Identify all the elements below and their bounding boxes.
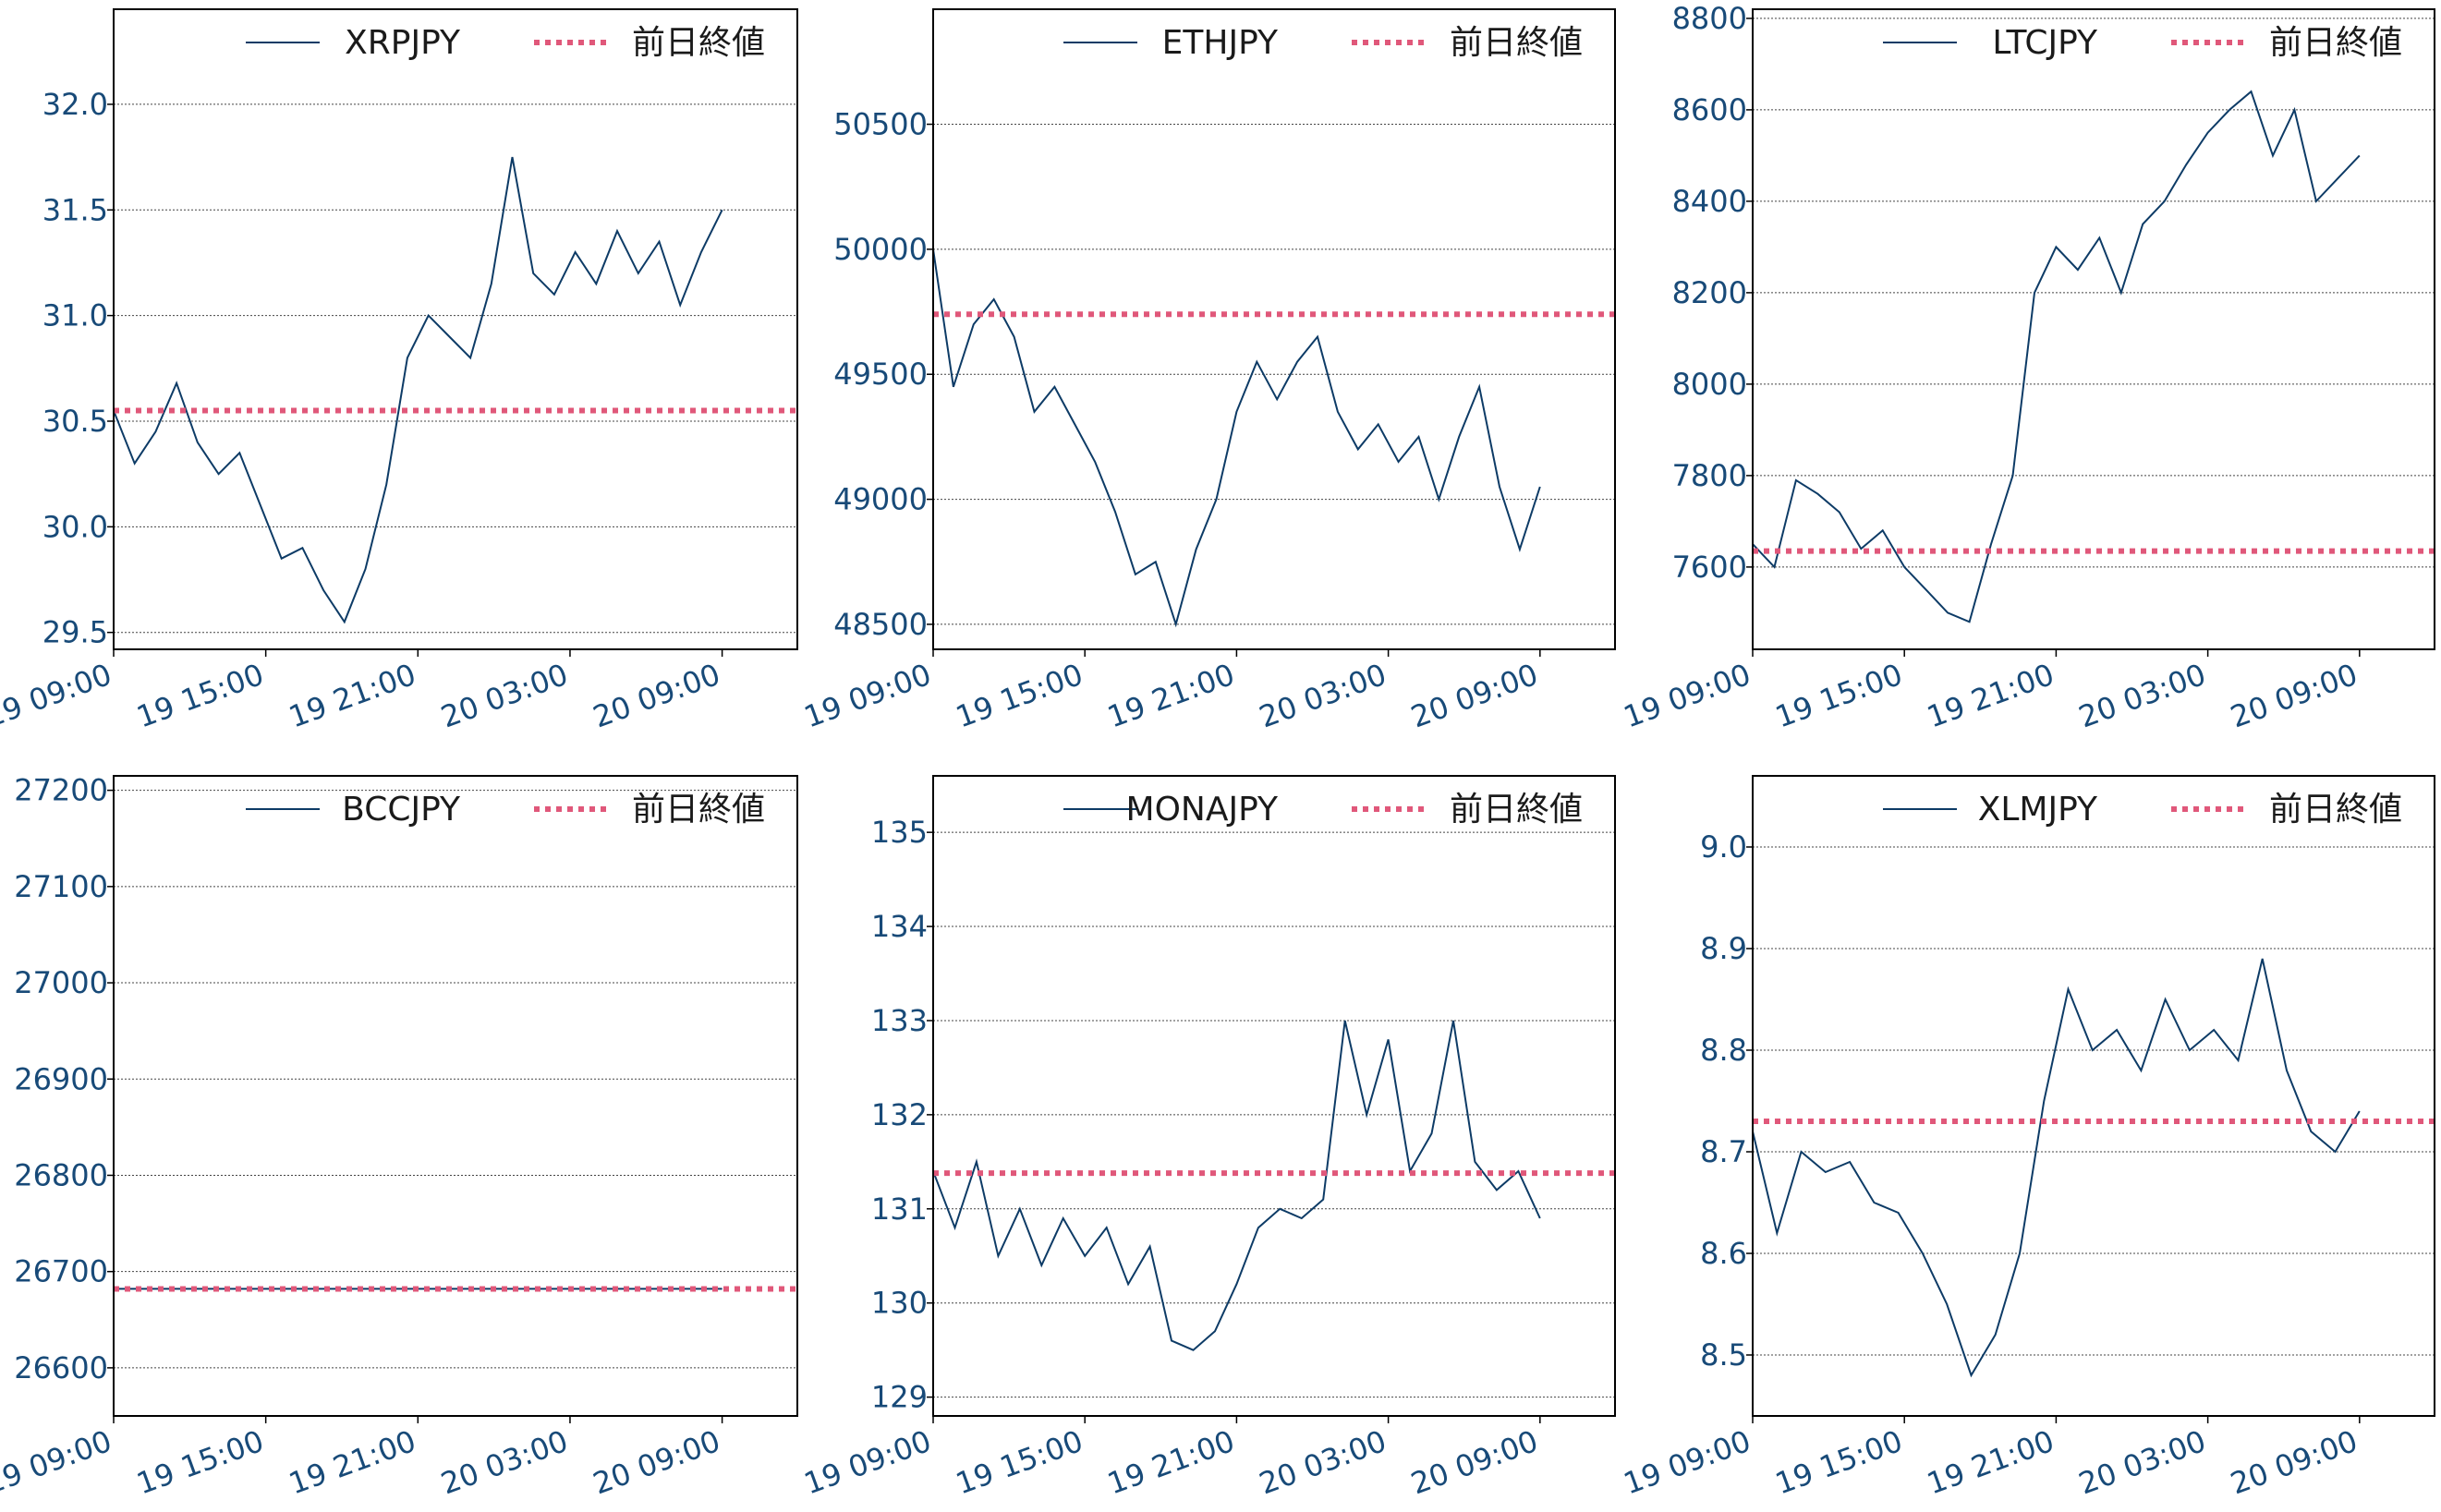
legend-label-reference: 前日終値 xyxy=(1450,791,1583,829)
x-tick-label: 19 15:00 xyxy=(1770,1423,1906,1502)
x-tick-label: 19 09:00 xyxy=(0,657,116,735)
legend-label-series: BCCJPY xyxy=(342,791,461,829)
x-tick-label: 19 09:00 xyxy=(1619,657,1755,735)
y-tick-label: 8.9 xyxy=(1700,931,1747,966)
y-tick-label: 50500 xyxy=(833,107,928,142)
series-line-ltcjpy xyxy=(1752,90,2361,623)
x-tick-label: 20 03:00 xyxy=(1255,1423,1391,1502)
y-tick-label: 8.5 xyxy=(1700,1337,1747,1373)
x-tick-label: 19 21:00 xyxy=(1923,1423,2058,1502)
y-tick-label: 7800 xyxy=(1672,458,1747,493)
legend-label-series: ETHJPY xyxy=(1162,24,1279,62)
y-tick-label: 132 xyxy=(871,1097,928,1132)
y-tick-label: 8000 xyxy=(1672,367,1747,402)
x-tick-label: 19 21:00 xyxy=(1103,657,1239,735)
x-tick-label: 19 21:00 xyxy=(285,657,420,735)
legend-label-reference: 前日終値 xyxy=(632,791,765,829)
series-line-xrpjpy xyxy=(113,156,723,624)
y-tick-label: 26600 xyxy=(14,1350,108,1385)
plot-frame xyxy=(1752,8,2435,650)
x-tick-label: 19 15:00 xyxy=(1770,657,1906,735)
y-tick-label: 130 xyxy=(871,1286,928,1321)
y-tick-label: 32.0 xyxy=(43,87,108,122)
x-tick-label: 19 09:00 xyxy=(0,1423,116,1502)
y-tick-label: 8600 xyxy=(1672,92,1747,127)
plot-frame xyxy=(932,775,1616,1417)
legend-label-series: MONAJPY xyxy=(1126,791,1279,829)
chart-panel-5: 129 130 131 132 133 134 135 19 09:00 19 15:00 19 … xyxy=(799,775,1616,1502)
plot-frame xyxy=(932,8,1616,650)
x-tick-label: 20 03:00 xyxy=(436,657,572,735)
y-tick-label: 49000 xyxy=(833,482,928,517)
y-tick-label: 31.0 xyxy=(43,298,108,333)
x-tick-label: 20 03:00 xyxy=(2074,657,2210,735)
y-tick-label: 30.0 xyxy=(43,509,108,544)
y-tick-label: 27100 xyxy=(14,869,108,904)
legend-label-series: XRPJPY xyxy=(345,24,461,62)
x-tick-label: 20 09:00 xyxy=(589,657,724,735)
x-tick-label: 19 21:00 xyxy=(1923,657,2058,735)
chart-panel-6: 8.5 8.6 8.7 8.8 8.9 9.0 19 09:00 19 15:00 19 21:… xyxy=(1619,775,2435,1502)
legend-label-reference: 前日終値 xyxy=(2269,791,2402,829)
x-tick-label: 19 09:00 xyxy=(799,657,935,735)
y-tick-label: 133 xyxy=(871,1003,928,1038)
y-tick-label: 48500 xyxy=(833,607,928,642)
plot-frame xyxy=(113,775,798,1417)
legend-label-series: XLMJPY xyxy=(1978,791,2098,829)
y-tick-label: 134 xyxy=(871,909,928,944)
y-tick-label: 7600 xyxy=(1672,550,1747,585)
x-tick-label: 20 03:00 xyxy=(1255,657,1391,735)
series-line-ethjpy xyxy=(932,248,1541,628)
y-tick-label: 29.5 xyxy=(43,615,108,650)
x-tick-label: 20 09:00 xyxy=(589,1423,724,1502)
y-tick-label: 27200 xyxy=(14,773,108,808)
plot-frame xyxy=(1752,775,2435,1417)
plot-frame xyxy=(113,8,798,650)
chart-panel-1: 29.5 30.0 30.5 31.0 31.5 32.0 19 09:00 19 15:00… xyxy=(0,8,798,735)
x-tick-label: 19 15:00 xyxy=(132,657,268,735)
x-tick-label: 19 15:00 xyxy=(951,657,1087,735)
series-line-monajpy xyxy=(932,1020,1541,1351)
x-tick-label: 19 09:00 xyxy=(799,1423,935,1502)
y-tick-label: 9.0 xyxy=(1700,829,1747,865)
y-tick-label: 131 xyxy=(871,1191,928,1227)
chart-panel-3: 7600 7800 8000 8200 8400 8600 8800 19 09:00 19 1… xyxy=(1619,1,2435,735)
x-tick-label: 20 03:00 xyxy=(436,1423,572,1502)
y-tick-label: 26700 xyxy=(14,1254,108,1289)
legend-label-reference: 前日終値 xyxy=(2269,24,2402,62)
y-tick-label: 8.8 xyxy=(1700,1033,1747,1068)
x-tick-label: 19 09:00 xyxy=(1619,1423,1755,1502)
chart-panel-4: 26600 26700 26800 26900 27000 27100 27200 19 09… xyxy=(0,773,798,1502)
legend-label-reference: 前日終値 xyxy=(632,24,765,62)
y-tick-label: 31.5 xyxy=(43,192,108,227)
y-tick-label: 26900 xyxy=(14,1061,108,1096)
y-tick-label: 26800 xyxy=(14,1157,108,1192)
series-line-xlmjpy xyxy=(1752,958,2361,1378)
x-tick-label: 20 09:00 xyxy=(1406,1423,1542,1502)
x-tick-label: 20 09:00 xyxy=(2226,1423,2362,1502)
legend-label-series: LTCJPY xyxy=(1992,24,2098,62)
y-tick-label: 8800 xyxy=(1672,1,1747,36)
x-tick-label: 20 09:00 xyxy=(1406,657,1542,735)
x-tick-label: 20 09:00 xyxy=(2226,657,2362,735)
y-tick-label: 8400 xyxy=(1672,184,1747,219)
y-tick-label: 135 xyxy=(871,815,928,850)
x-tick-label: 19 15:00 xyxy=(132,1423,268,1502)
y-tick-label: 8.6 xyxy=(1700,1236,1747,1271)
x-tick-label: 19 21:00 xyxy=(285,1423,420,1502)
x-tick-label: 20 03:00 xyxy=(2074,1423,2210,1502)
y-tick-label: 129 xyxy=(871,1380,928,1415)
y-tick-label: 49500 xyxy=(833,357,928,392)
y-tick-label: 50000 xyxy=(833,232,928,267)
x-tick-label: 19 21:00 xyxy=(1103,1423,1239,1502)
legend-label-reference: 前日終値 xyxy=(1450,24,1583,62)
chart-panel-2: 48500 49000 49500 50000 50500 19 09:00 19 15:0… xyxy=(799,8,1616,735)
x-tick-label: 19 15:00 xyxy=(951,1423,1087,1502)
y-tick-label: 8200 xyxy=(1672,275,1747,310)
y-tick-label: 30.5 xyxy=(43,404,108,439)
y-tick-label: 8.7 xyxy=(1700,1134,1747,1169)
y-tick-label: 27000 xyxy=(14,965,108,1000)
